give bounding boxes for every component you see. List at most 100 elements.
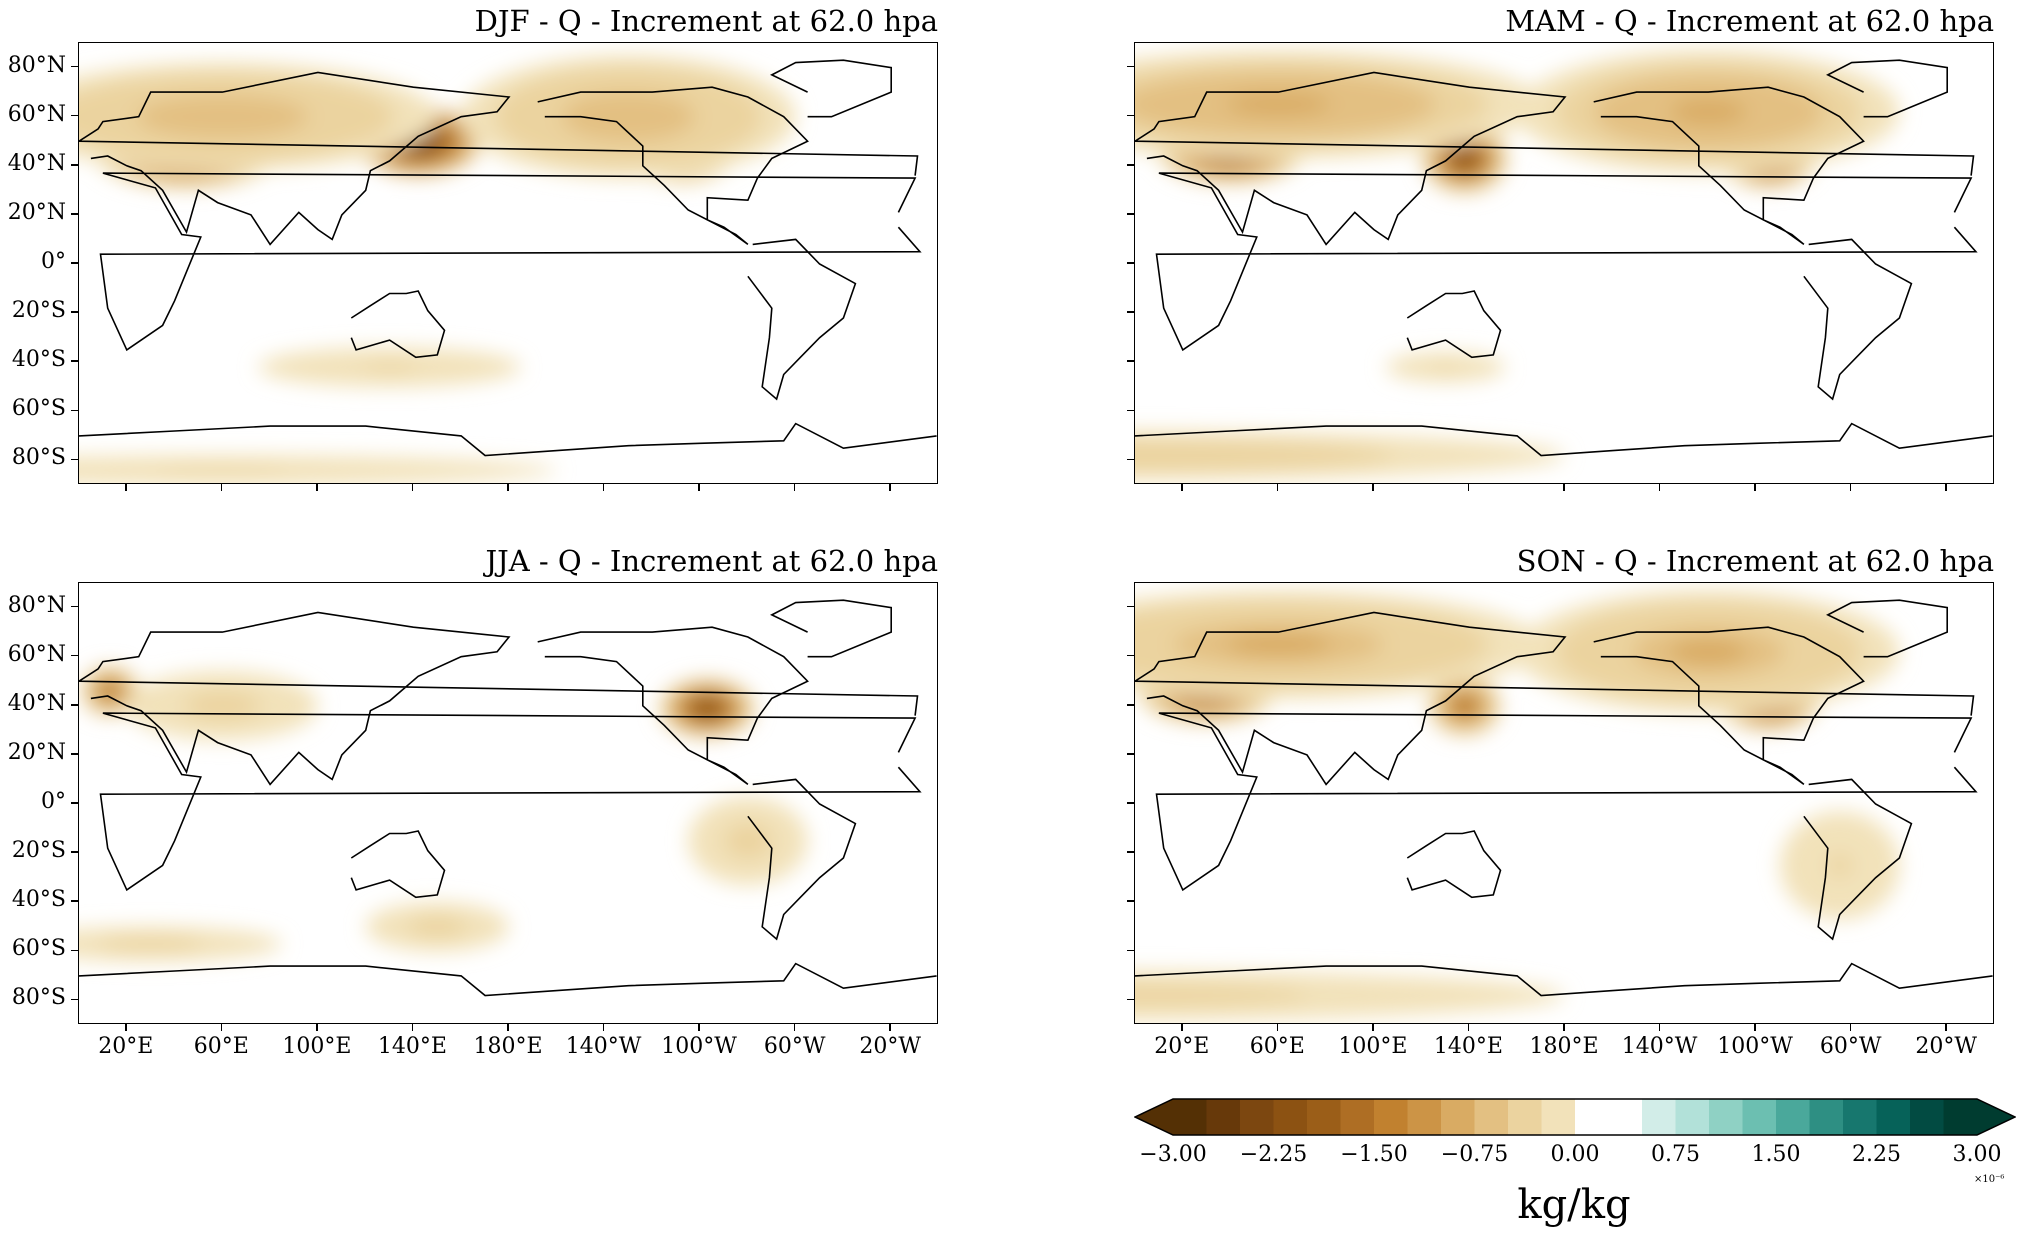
x-tick [220,1024,223,1031]
colorbar-segment [1206,1099,1241,1135]
y-tick [1127,458,1134,461]
colorbar-segment [1608,1099,1643,1135]
map-svg [79,55,937,483]
panel-jja: JJA - Q - Increment at 62.0 hpa 80°N 60°N… [8,544,938,1114]
y-tick [71,605,78,608]
colorbar-exponent: ×10⁻⁶ [1974,1174,2005,1185]
x-tick [125,484,127,491]
lat-tick-label: 40°S [11,347,66,373]
lon-tick-label: 140°E [377,1034,447,1059]
increment-contour [1225,633,1331,656]
colorbar-segment [1541,1099,1576,1135]
colorbar-segment [1876,1099,1911,1135]
y-tick [71,458,78,461]
lon-tick-label: 60°E [193,1034,249,1059]
y-tick [1127,213,1134,215]
map-area [1134,42,1994,484]
x-tick [1754,1024,1756,1031]
lat-tick-label: 60°N [7,101,66,127]
coastline [747,238,857,401]
lon-tick-label: 140°E [1433,1034,1503,1059]
increment-contour [423,921,452,932]
lon-tick-label: 20°W [1915,1034,1978,1059]
increment-contour [155,467,290,474]
lat-tick-label: 40°N [7,690,66,716]
colorbar-tick-label: 3.00 [1952,1142,2002,1167]
x-tick [1181,484,1183,491]
y-tick [1127,802,1134,804]
y-tick [1127,654,1134,657]
coastline [1593,86,1865,246]
colorbar-segment [1709,1099,1743,1135]
x-tick [1276,484,1279,491]
x-tick [1849,1024,1852,1031]
coastline [770,59,893,118]
coastline [1155,712,1978,892]
lon-tick-label: 140°W [1621,1034,1698,1059]
lat-tick-label: 20°N [7,199,66,225]
y-tick [1127,900,1134,902]
coastline [1135,422,1993,457]
lat-tick-label: 20°N [7,739,66,765]
y-tick [71,164,78,166]
colorbar-segment [1910,1099,1944,1135]
y-tick [71,900,78,902]
colorbar-segment [1508,1099,1542,1135]
y-tick [71,704,78,706]
colorbar-segment [1273,1099,1308,1135]
colorbar-segment [1776,1099,1810,1135]
x-tick [793,1024,796,1031]
colorbar-segment [1173,1099,1207,1135]
colorbar-segment [1809,1099,1844,1135]
increment-contour [1225,93,1331,116]
y-tick [71,65,78,68]
map-area [78,582,938,1024]
x-tick [316,1024,318,1031]
lat-tick-label: 60°S [11,936,66,962]
y-tick [1127,605,1134,608]
lat-tick-label: 80°S [11,445,66,471]
lon-tick-label: 100°W [1717,1034,1793,1059]
lat-tick-label: 40°N [7,150,66,176]
y-tick [71,654,78,657]
map-svg [1135,590,1993,1021]
x-tick [411,1024,414,1031]
y-tick [1127,164,1134,166]
map-svg [79,599,937,997]
x-tick [125,1024,127,1031]
coastline [1826,599,1949,658]
y-tick [1127,311,1134,313]
lat-tick-label: 80°S [11,985,66,1011]
coastline [537,626,809,786]
x-tick [889,1024,891,1031]
increment-contour [1670,99,1747,125]
increment-contour [595,104,662,129]
lon-tick-label: 20°E [1154,1034,1210,1059]
coastline [1135,611,1975,786]
lat-tick-label: 60°S [11,396,66,422]
lat-tick-label: 0° [41,789,66,814]
increment-contour [363,363,416,372]
x-tick [602,484,605,491]
colorbar-scale [1133,1098,2017,1136]
colorbar-segment [1742,1099,1777,1135]
coastline [1803,238,1913,401]
colorbar-tick-label: −1.50 [1340,1142,1408,1167]
coastline [79,71,919,246]
colorbar-segment [1407,1099,1442,1135]
lon-tick-label: 60°W [1819,1034,1882,1059]
panel-djf: DJF - Q - Increment at 62.0 hpa 80°N 60°N… [8,4,938,574]
lat-tick-label: 20°S [11,298,66,324]
colorbar-segment [1943,1099,1978,1135]
lat-tick-label: 40°S [11,887,66,913]
panel-title: DJF - Q - Increment at 62.0 hpa [474,4,938,38]
x-tick [889,484,891,491]
colorbar-tick-label: 2.25 [1852,1142,1901,1167]
x-tick [1372,484,1374,491]
y-tick [71,409,78,412]
lat-tick-label: 80°N [7,52,66,78]
map-svg [1135,50,1993,481]
coastline [537,86,809,246]
lon-tick-label: 100°E [1338,1034,1408,1059]
colorbar-segment [1307,1099,1341,1135]
